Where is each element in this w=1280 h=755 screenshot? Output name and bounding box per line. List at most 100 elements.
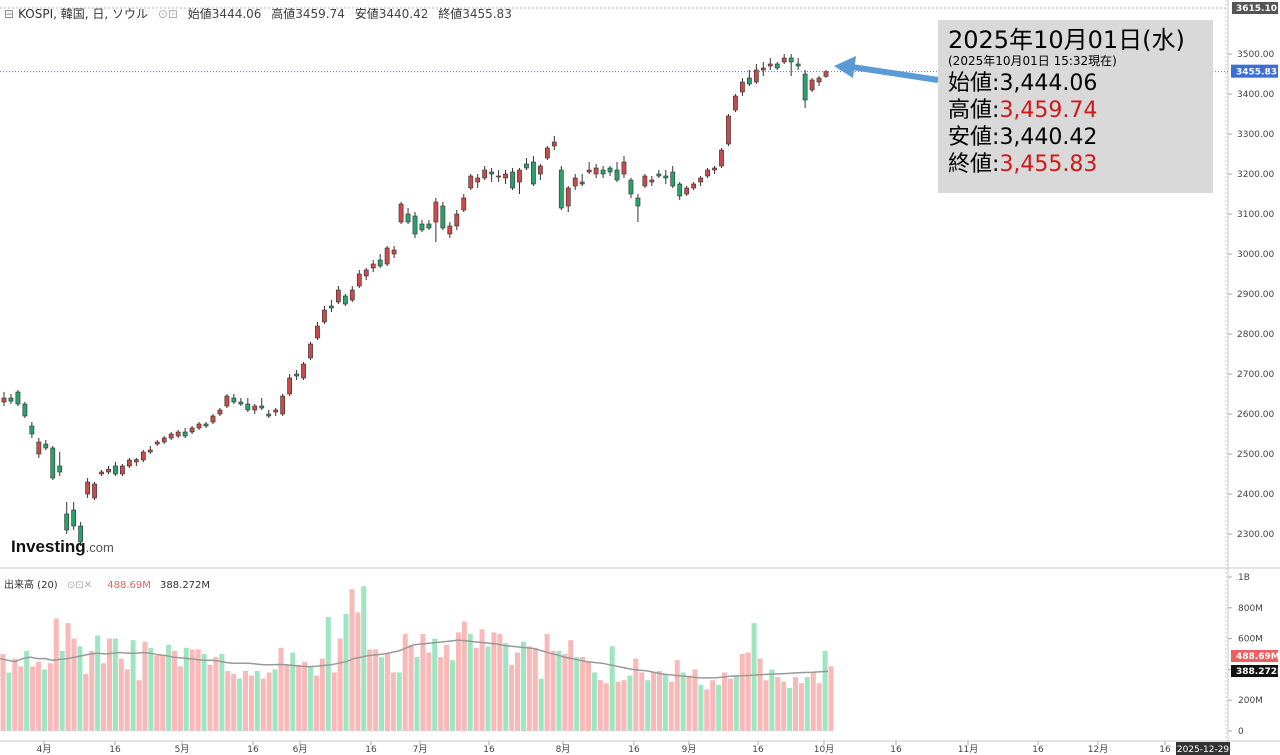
candle-body	[496, 175, 501, 178]
volume-bar	[757, 658, 763, 731]
volume-bar	[692, 669, 698, 731]
candle-body	[510, 171, 515, 189]
candle-body	[531, 161, 536, 185]
volume-header: 出来高 (20) ⊙⊡✕ 488.69M 388.272M	[4, 576, 210, 591]
volume-bar	[148, 647, 154, 731]
top-price-label: 3615.10	[1236, 4, 1277, 14]
volume-bar	[467, 633, 473, 731]
candle-body	[266, 413, 272, 417]
volume-bar	[568, 640, 574, 731]
volume-bar	[656, 670, 662, 731]
volume-bar	[538, 678, 544, 731]
price-axis: 3500.00 3400.00 3300.00 3200.00 3100.00 3000.…	[1228, 2, 1278, 540]
info-high-value: 3,459.74	[999, 98, 1098, 123]
time-tick-label: 16	[483, 745, 495, 755]
info-high-label: 高値	[948, 98, 993, 123]
candle-body	[614, 169, 620, 181]
candle-body	[802, 73, 808, 101]
price-tick-label: 2400.00	[1237, 490, 1274, 500]
volume-bar	[331, 672, 337, 731]
collapse-icon[interactable]: ⊟	[4, 7, 15, 21]
candlesticks	[1, 54, 829, 546]
volume-bar	[520, 641, 526, 731]
candle-body	[245, 403, 251, 411]
volume-buttons-icon[interactable]: ⊙⊡✕	[66, 580, 93, 591]
volume-bar	[248, 675, 254, 731]
candle-body	[461, 197, 467, 211]
volume-bar	[633, 658, 639, 731]
volume-bar	[136, 680, 142, 731]
volume-bar	[526, 646, 532, 731]
volume-bar	[166, 644, 172, 731]
volume-bar	[645, 680, 651, 731]
candle-body	[231, 397, 237, 403]
volume-bar	[112, 638, 118, 731]
volume-bar	[438, 657, 444, 731]
candle-body	[57, 465, 63, 473]
volume-bar	[686, 675, 692, 731]
candle-body	[781, 57, 787, 63]
volume-bar	[189, 649, 195, 731]
candle-body	[705, 169, 710, 177]
volume-bar	[722, 672, 728, 731]
volume-bar	[544, 633, 550, 731]
volume-bar	[18, 666, 24, 731]
volume-bar	[231, 674, 237, 731]
candle-body	[133, 459, 139, 463]
volume-bar	[343, 613, 349, 731]
volume-bar	[219, 654, 225, 731]
volume-bar	[260, 678, 266, 731]
candle-body	[50, 447, 56, 479]
volume-bar	[408, 644, 414, 731]
volume-bar	[160, 655, 166, 731]
candle-body	[816, 77, 822, 83]
price-tick-label: 2500.00	[1237, 450, 1274, 460]
candle-body	[322, 309, 327, 323]
high-label: 高値	[271, 7, 296, 21]
volume-bar	[313, 675, 319, 731]
candle-body	[712, 167, 717, 171]
candle-body	[120, 465, 125, 475]
info-low-label: 安値	[948, 125, 993, 150]
symbol-label[interactable]: KOSPI, 韓国, 日, ソウル	[18, 7, 149, 21]
volume-bar	[739, 654, 745, 731]
volume-bar	[550, 650, 556, 731]
candle-body	[127, 459, 132, 467]
volume-bar	[71, 638, 77, 731]
legend-buttons-icon[interactable]: ⊙⊡	[157, 7, 178, 21]
price-info-box: 2025年10月01日(水) (2025年10月01日 15:32現在) 始値:…	[938, 20, 1213, 193]
price-tick-label: 3300.00	[1237, 130, 1274, 140]
candle-body	[377, 259, 383, 267]
info-close: 終値:3,455.83	[948, 152, 1098, 177]
volume-bar	[727, 678, 733, 731]
volume-bar	[580, 657, 586, 731]
volume-bars	[0, 586, 834, 731]
candle-body	[726, 115, 731, 145]
info-open-value: 3,444.06	[999, 71, 1098, 96]
candle-body	[565, 187, 571, 207]
price-tick-label: 2300.00	[1237, 530, 1274, 540]
volume-bar	[95, 635, 101, 731]
candle-body	[43, 443, 49, 449]
candle-body	[370, 263, 376, 269]
last-price-label: 3455.83	[1236, 68, 1277, 78]
time-axis: 4月 16 5月 16 6月 16 7月 16 8月 16 9月 16 10月 16 11月 16 12月 16 2…	[37, 741, 1230, 755]
candle-body	[426, 223, 432, 229]
volume-bar	[237, 678, 243, 731]
time-tick-label: 9月	[682, 744, 697, 755]
volume-label[interactable]: 出来高 (20)	[4, 580, 58, 591]
volume-bar	[532, 647, 538, 731]
volume-value: 488.69M	[107, 580, 151, 591]
candle-body	[329, 305, 334, 309]
info-timestamp: (2025年10月01日 15:32現在)	[948, 54, 1117, 68]
date-badge-label: 2025-12-29	[1177, 745, 1230, 755]
volume-bar	[816, 683, 822, 731]
volume-bar	[680, 672, 686, 731]
volume-bar	[35, 661, 41, 731]
candle-body	[384, 247, 390, 265]
candle-body	[78, 525, 84, 543]
volume-bar	[213, 657, 219, 731]
candle-body	[161, 437, 167, 443]
candle-body	[656, 173, 662, 177]
